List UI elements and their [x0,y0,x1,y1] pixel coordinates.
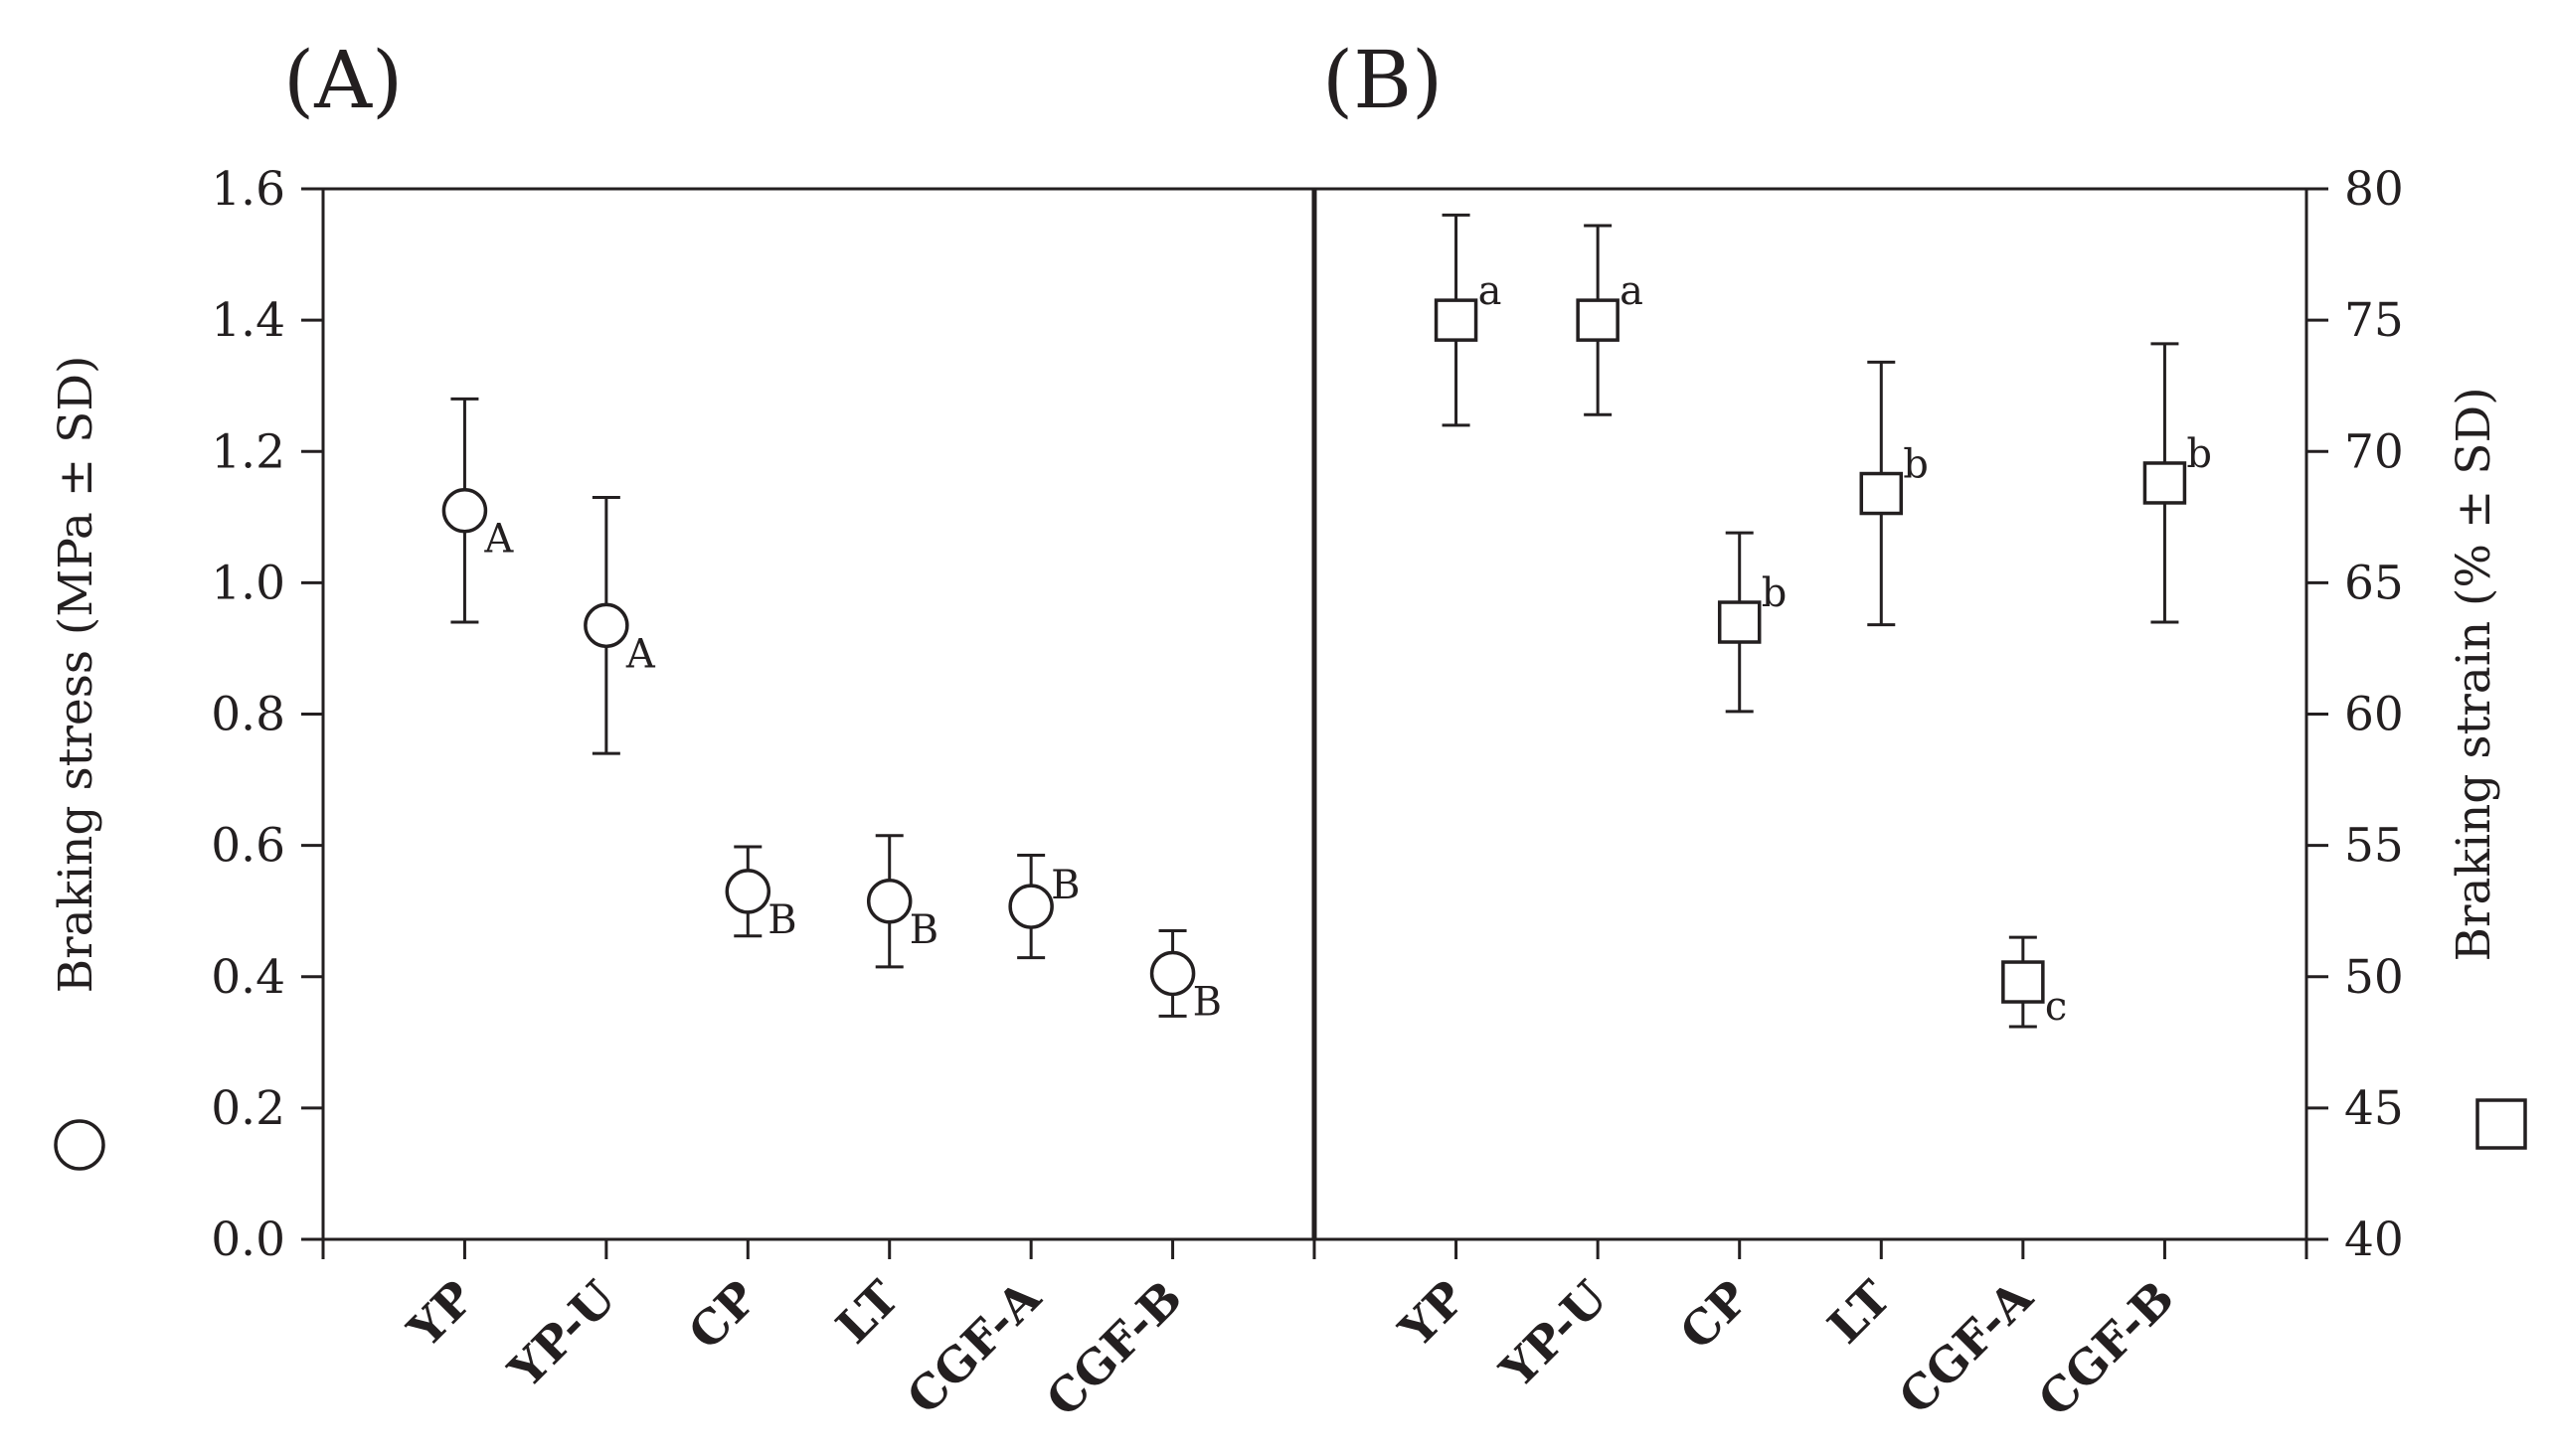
axes [301,187,2328,1259]
y-tick-label-right: 70 [2344,424,2404,479]
data-point-b [1717,600,1762,644]
y-tick-label-left: 0.8 [211,688,285,742]
y-axis-title-right: Braking strain (% ± SD) [2447,387,2501,961]
panel-label-b: (B) [1322,34,1443,126]
y-tick-label-right: 80 [2344,162,2404,217]
x-tick-label-b-group: YP [1389,1271,1476,1359]
y-tick-label-right: 55 [2344,819,2404,874]
x-tick-label-b: CGF-A [1889,1270,2044,1425]
data-point-a [441,487,488,534]
y-tick-label-left: 1.2 [211,424,285,479]
data-point-a [1008,884,1054,929]
significance-label-a: A [483,517,514,563]
x-tick-label-a-group: CP [678,1271,767,1361]
significance-label-b: c [2045,984,2067,1030]
significance-label-a: B [910,907,938,953]
x-tick-label-b: LT [1817,1271,1901,1355]
x-tick-label-a: YP [398,1271,485,1359]
significance-label-b: b [1903,442,1929,488]
x-tick-label-a: YP-U [498,1271,626,1399]
x-tick-label-a-group: LT [826,1271,910,1355]
x-tick-label-b: CGF-B [2028,1271,2185,1428]
x-tick-label-a-group: CGF-B [1036,1271,1193,1428]
y-tick-label-left: 1.4 [211,293,285,348]
x-tick-label-a: CP [678,1271,767,1361]
data-point-b [2001,960,2045,1004]
y-tick-label-left: 0.6 [211,819,285,874]
significance-label-a: B [1051,863,1080,908]
data-point-a [1149,950,1196,997]
y-tick-label-left: 0.4 [211,950,285,1005]
data-marks [54,213,2527,1171]
y-tick-label-left: 0.0 [211,1213,285,1267]
panel-label-a: (A) [283,34,403,126]
y-axis-title-right-group: Braking strain (% ± SD) [2447,387,2501,961]
y-axis-title-left: Braking stress (MPa ± SD) [49,356,103,994]
legend-square-marker [2475,1098,2527,1150]
x-tick-label-a-group: YP [398,1271,485,1359]
data-point-b [1576,298,1619,342]
x-tick-label-a-group: YP-U [498,1271,626,1399]
y-tick-label-right: 65 [2344,556,2404,610]
significance-label-b: b [2186,431,2212,477]
x-tick-label-b-group: CP [1670,1271,1760,1361]
significance-label-a: B [767,897,796,943]
significance-label-a: B [1193,979,1222,1025]
y-tick-label-right: 45 [2344,1081,2404,1136]
data-point-a [866,879,913,924]
legend-circle-marker [54,1119,105,1171]
plot-frame [321,187,2308,1241]
y-tick-label-right: 50 [2344,950,2404,1005]
x-tick-label-b-group: YP-U [1489,1271,1618,1399]
data-point-b [1434,298,1478,342]
y-tick-label-right: 60 [2344,688,2404,742]
x-tick-label-b: YP [1389,1271,1476,1359]
x-tick-label-a: CGF-A [897,1270,1052,1425]
data-point-a [584,602,629,649]
data-point-a [725,869,771,914]
y-tick-label-left: 1.0 [211,556,285,610]
x-tick-label-b: CP [1670,1271,1760,1361]
x-tick-label-b-group: CGF-A [1889,1270,2044,1425]
x-tick-label-b-group: CGF-B [2028,1271,2185,1428]
significance-label-b: b [1762,570,1788,616]
x-tick-label-b-group: LT [1817,1271,1901,1355]
x-tick-label-a: LT [826,1271,910,1355]
x-tick-label-b: YP-U [1489,1271,1618,1399]
significance-label-a: A [625,631,656,677]
significance-label-b: a [1619,268,1643,314]
y-tick-label-right: 40 [2344,1213,2404,1267]
x-tick-label-a-group: CGF-A [897,1270,1052,1425]
chart-text: 0.0 0.2 0.4 0.6 0.8 1.0 1.2 1.4 1.6 40 45 50 55 60 65 7… [49,34,2501,1427]
data-point-b [1859,471,1904,516]
y-axis-title-left-group: Braking stress (MPa ± SD) [49,356,103,994]
y-tick-label-left: 0.2 [211,1081,285,1136]
data-point-b [2142,461,2187,505]
y-tick-label-left: 1.6 [211,162,285,217]
x-tick-label-a: CGF-B [1036,1271,1193,1428]
significance-label-b: a [1478,268,1502,314]
y-tick-label-right: 75 [2344,293,2404,348]
